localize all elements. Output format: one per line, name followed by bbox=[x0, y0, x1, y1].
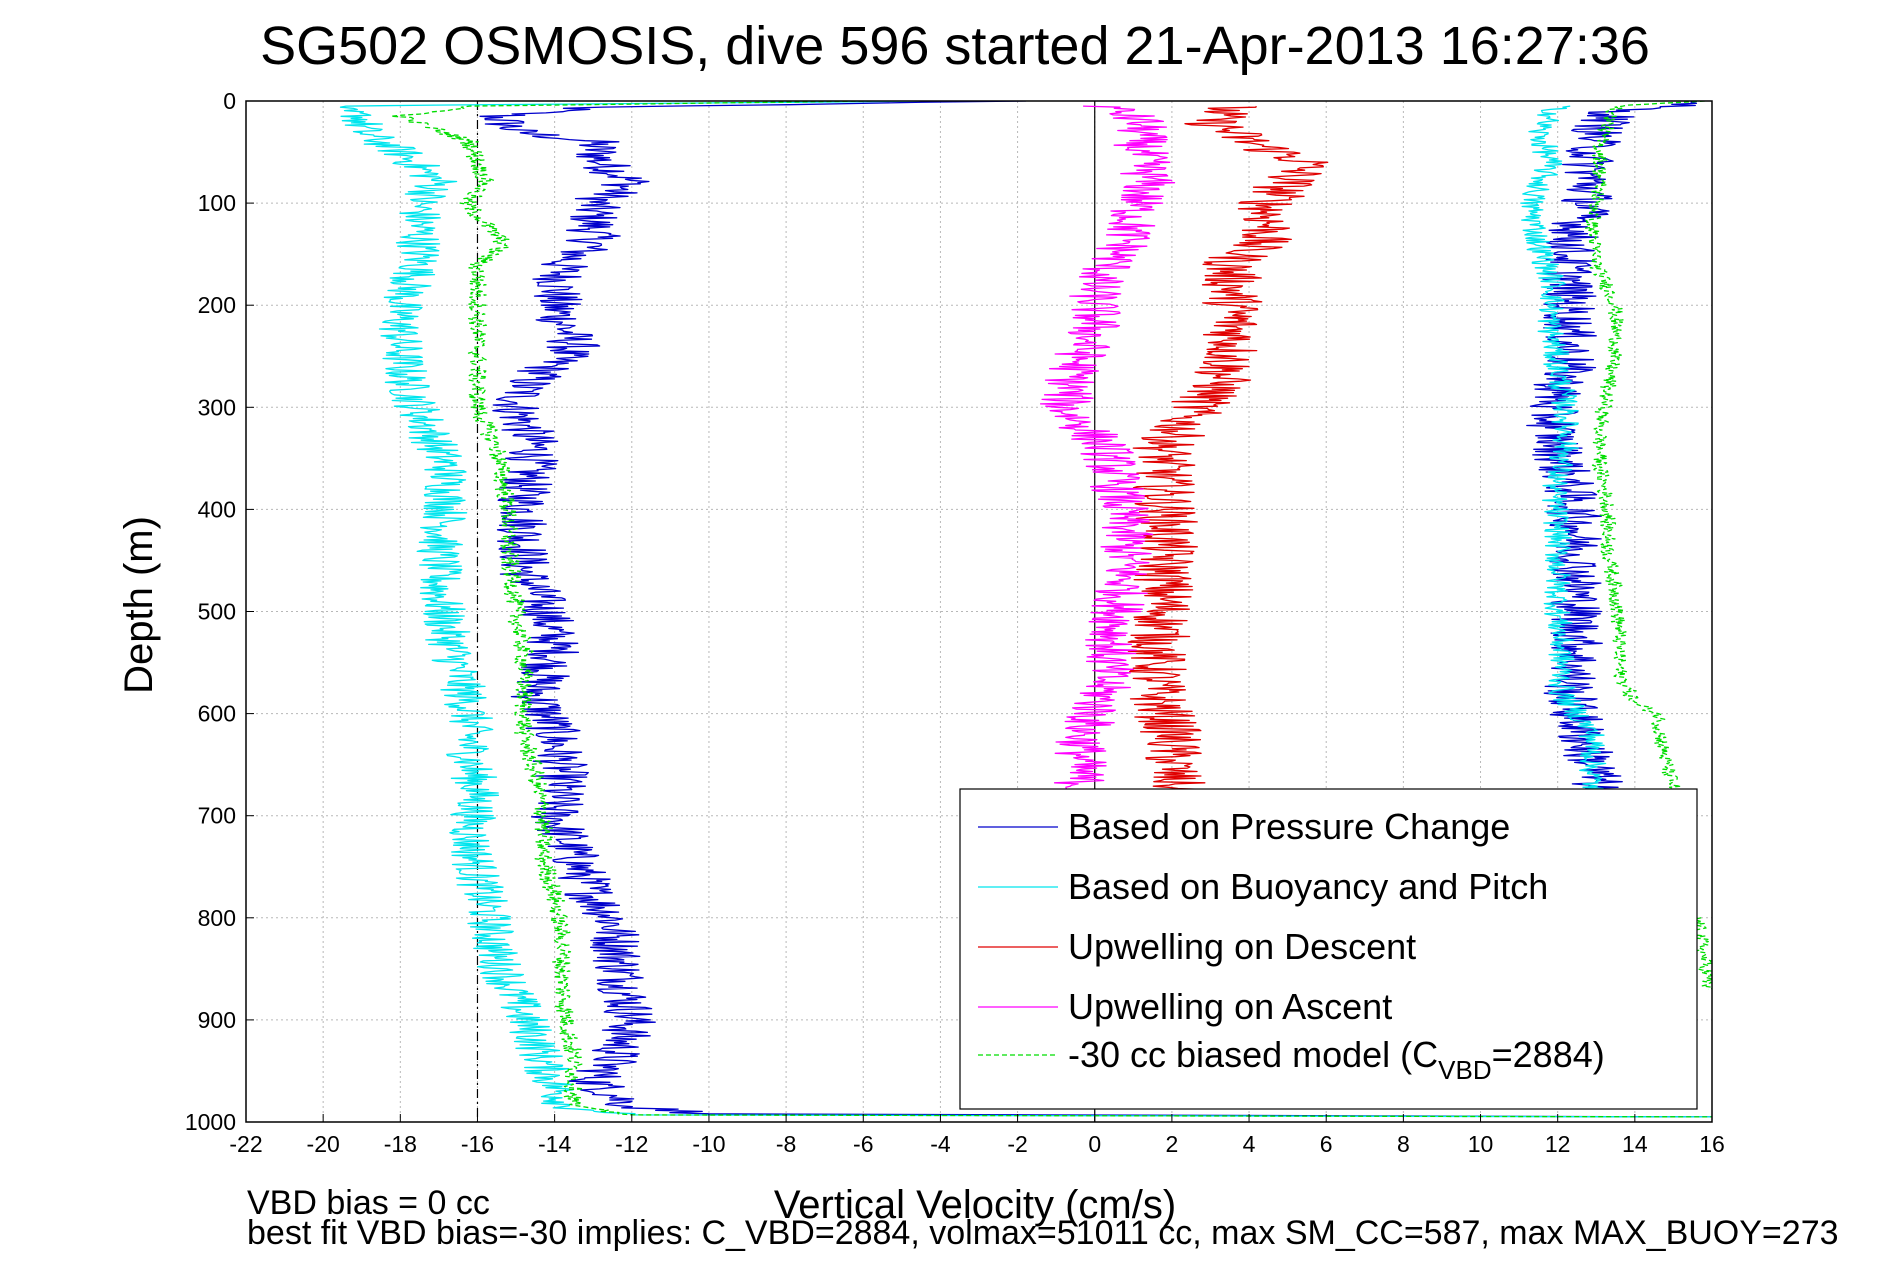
series-layer bbox=[339, 101, 1712, 1118]
legend: Based on Pressure Change Based on Buoyanc… bbox=[959, 788, 1698, 1110]
x-tick-label: 12 bbox=[1545, 1131, 1571, 1157]
x-tick-label: -6 bbox=[853, 1131, 873, 1157]
x-tick-label: 8 bbox=[1397, 1131, 1410, 1157]
y-tick-label: 100 bbox=[198, 190, 236, 216]
x-tick-label: -12 bbox=[615, 1131, 648, 1157]
y-tick-label: 700 bbox=[198, 803, 236, 829]
x-tick-label: -16 bbox=[461, 1131, 494, 1157]
y-tick-label: 200 bbox=[198, 292, 236, 318]
series-line bbox=[1039, 105, 1176, 796]
series-line bbox=[479, 101, 1712, 1118]
x-tick-label: -20 bbox=[307, 1131, 340, 1157]
x-tick-label: 16 bbox=[1699, 1131, 1725, 1157]
y-tick-label: 600 bbox=[198, 701, 236, 727]
y-axis-ticks: 0 100 200 300 400 500 600 700 800 900 1000 bbox=[185, 88, 254, 1135]
x-tick-label: 6 bbox=[1320, 1131, 1333, 1157]
legend-label: Upwelling on Ascent bbox=[1068, 986, 1392, 1027]
x-tick-label: -10 bbox=[692, 1131, 725, 1157]
chart-title: SG502 OSMOSIS, dive 596 started 21-Apr-2… bbox=[260, 16, 1650, 76]
y-tick-label: 400 bbox=[198, 496, 236, 522]
series-line bbox=[1127, 105, 1329, 796]
x-tick-label: 0 bbox=[1088, 1131, 1101, 1157]
x-tick-label: -8 bbox=[776, 1131, 796, 1157]
x-axis-ticks: -22 -20 -18 -16 -14 -12 -10 -8 -6 -4 -2 0 2 4 6 8 10 12 14… bbox=[229, 1114, 1725, 1157]
y-axis-label: Depth (m) bbox=[117, 516, 161, 694]
y-tick-label: 1000 bbox=[185, 1109, 236, 1135]
series-line bbox=[390, 101, 1712, 1118]
y-tick-label: 0 bbox=[223, 88, 236, 114]
best-fit-note: best fit VBD bias=-30 implies: C_VBD=288… bbox=[247, 1214, 1839, 1252]
x-tick-label: -2 bbox=[1007, 1131, 1027, 1157]
x-tick-label: 10 bbox=[1468, 1131, 1494, 1157]
y-tick-label: 500 bbox=[198, 599, 236, 625]
x-tick-label: 14 bbox=[1622, 1131, 1648, 1157]
x-tick-label: -4 bbox=[930, 1131, 951, 1157]
x-tick-label: 4 bbox=[1243, 1131, 1256, 1157]
legend-label: Based on Pressure Change bbox=[1068, 806, 1510, 847]
y-tick-label: 300 bbox=[198, 394, 236, 420]
x-tick-label: -22 bbox=[229, 1131, 262, 1157]
series-line bbox=[1585, 101, 1705, 806]
x-tick-label: 2 bbox=[1165, 1131, 1178, 1157]
y-tick-label: 800 bbox=[198, 905, 236, 931]
legend-box bbox=[959, 788, 1698, 1110]
y-tick-label: 900 bbox=[198, 1007, 236, 1033]
legend-label: Based on Buoyancy and Pitch bbox=[1068, 866, 1548, 907]
x-tick-label: -14 bbox=[538, 1131, 571, 1157]
legend-label: Upwelling on Descent bbox=[1068, 926, 1416, 967]
vbd-bias-note: VBD bias = 0 cc bbox=[247, 1184, 490, 1222]
series-line bbox=[1520, 105, 1607, 796]
series-line bbox=[339, 101, 1712, 1118]
x-axis-label: Vertical Velocity (cm/s) bbox=[774, 1183, 1176, 1227]
x-tick-label: -18 bbox=[384, 1131, 417, 1157]
